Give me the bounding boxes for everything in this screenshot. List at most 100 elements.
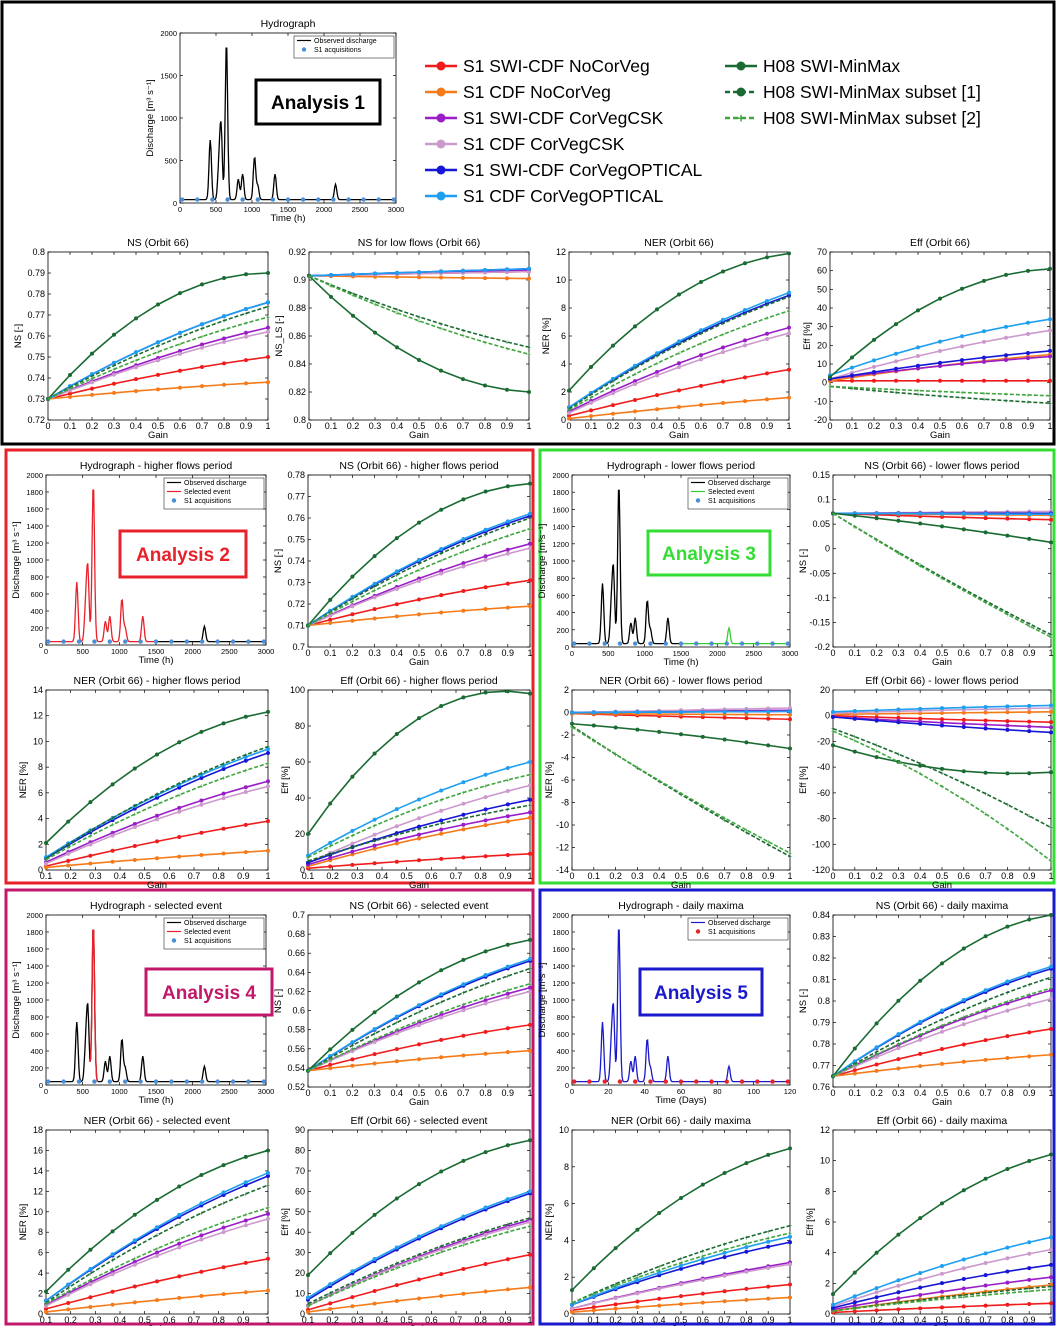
s1-acquisition-point — [300, 197, 306, 202]
data-point — [918, 1270, 923, 1275]
data-point — [243, 714, 248, 719]
s1-acquisition-point — [92, 639, 97, 644]
data-point — [177, 785, 182, 790]
y-tick-label: 0.74 — [287, 556, 305, 566]
x-tick-label: 0.6 — [425, 871, 438, 881]
data-point: + — [984, 811, 988, 818]
data-point — [700, 709, 705, 714]
x-axis-label: Gain — [932, 1097, 952, 1108]
s1-acquisition-point — [215, 1079, 220, 1084]
data-point — [505, 581, 510, 586]
data-point: + — [395, 1266, 399, 1273]
x-tick-label: 0.9 — [499, 871, 512, 881]
data-point: + — [461, 541, 465, 548]
data-point: + — [677, 342, 681, 349]
chart-title: NER (Orbit 66) - daily maxima — [611, 1115, 751, 1127]
data-point: + — [306, 855, 310, 862]
data-point — [852, 1071, 857, 1076]
data-point — [156, 372, 160, 377]
data-point: + — [266, 1205, 270, 1212]
data-point: + — [266, 744, 270, 751]
data-point — [461, 1214, 466, 1219]
data-point — [350, 1295, 355, 1300]
data-point — [266, 300, 270, 305]
x-tick-label: 0.4 — [912, 421, 925, 431]
y-axis-label: Discharge [m³s⁻¹] — [537, 524, 548, 599]
y-tick-label: 0 — [300, 865, 305, 875]
data-point — [1005, 1302, 1010, 1307]
data-point: + — [328, 1057, 332, 1064]
data-point: + — [199, 1211, 203, 1218]
y-tick-label: 0.62 — [287, 986, 305, 996]
x-tick-label: 0.8 — [479, 421, 492, 431]
x-tick-label: 0.3 — [892, 871, 905, 881]
series-line — [45, 1206, 269, 1305]
data-point — [483, 554, 488, 559]
data-point: + — [417, 1018, 421, 1025]
y-axis-label: Discharge [m³ s⁻¹] — [11, 961, 22, 1038]
data-point — [940, 511, 944, 516]
data-point — [328, 840, 333, 845]
x-tick-label: 0.2 — [870, 1088, 883, 1098]
data-point — [961, 1257, 966, 1262]
data-point: + — [1027, 621, 1031, 628]
x-axis-label: Gain — [409, 1097, 429, 1108]
data-point — [483, 823, 488, 828]
data-point: + — [506, 988, 510, 995]
s1-acquisition-point — [230, 1079, 236, 1084]
data-point — [918, 1216, 923, 1221]
data-point — [44, 1309, 48, 1314]
x-tick-label: 0.7 — [979, 1088, 992, 1098]
data-point — [874, 718, 879, 723]
data-point — [961, 1042, 966, 1047]
data-point — [132, 1284, 137, 1289]
data-point: + — [46, 397, 50, 404]
data-point — [528, 985, 532, 990]
x-tick-label: 0.6 — [435, 1088, 448, 1098]
data-point — [417, 1255, 421, 1260]
s1-acquisition-point — [587, 641, 592, 646]
data-point — [372, 607, 377, 612]
y-tick-label: 8 — [561, 303, 566, 313]
data-point — [244, 330, 248, 335]
y-tick-label: 1500 — [160, 72, 177, 81]
s1-acquisition-point — [92, 1079, 97, 1084]
data-point — [350, 1304, 355, 1309]
s1-acquisition-point — [76, 1079, 82, 1084]
data-point: + — [679, 791, 683, 798]
y-tick-label: 20 — [295, 1268, 305, 1278]
plot-area — [308, 251, 530, 421]
data-point — [983, 718, 988, 723]
x-tick-label: 0.1 — [324, 1088, 337, 1098]
data-point: + — [306, 623, 310, 630]
x-tick-label: 0.2 — [868, 421, 881, 431]
data-point — [831, 743, 835, 748]
data-point: + — [635, 765, 639, 772]
data-point — [743, 399, 747, 404]
data-point — [461, 780, 466, 785]
data-point — [90, 380, 94, 385]
data-point: + — [307, 273, 311, 280]
data-point — [940, 706, 944, 711]
data-point — [788, 746, 792, 751]
data-point — [874, 1299, 879, 1304]
data-point — [679, 1282, 683, 1287]
y-tick-label: 0.8 — [293, 415, 306, 425]
data-point — [483, 772, 488, 777]
data-point — [178, 330, 182, 335]
y-tick-label: 1400 — [552, 962, 569, 971]
data-point: + — [831, 729, 835, 736]
data-point: + — [111, 1266, 115, 1273]
data-point — [483, 607, 488, 612]
data-point — [132, 1259, 137, 1264]
data-point: + — [439, 551, 443, 558]
data-point — [722, 709, 727, 714]
x-tick-label: 0 — [570, 649, 574, 658]
data-point — [633, 324, 637, 329]
x-tick-label: 0.8 — [212, 1315, 225, 1325]
data-point — [394, 569, 399, 574]
data-point — [918, 1277, 923, 1282]
data-point — [679, 1266, 683, 1271]
data-point: + — [244, 311, 248, 318]
data-point: + — [484, 532, 488, 539]
